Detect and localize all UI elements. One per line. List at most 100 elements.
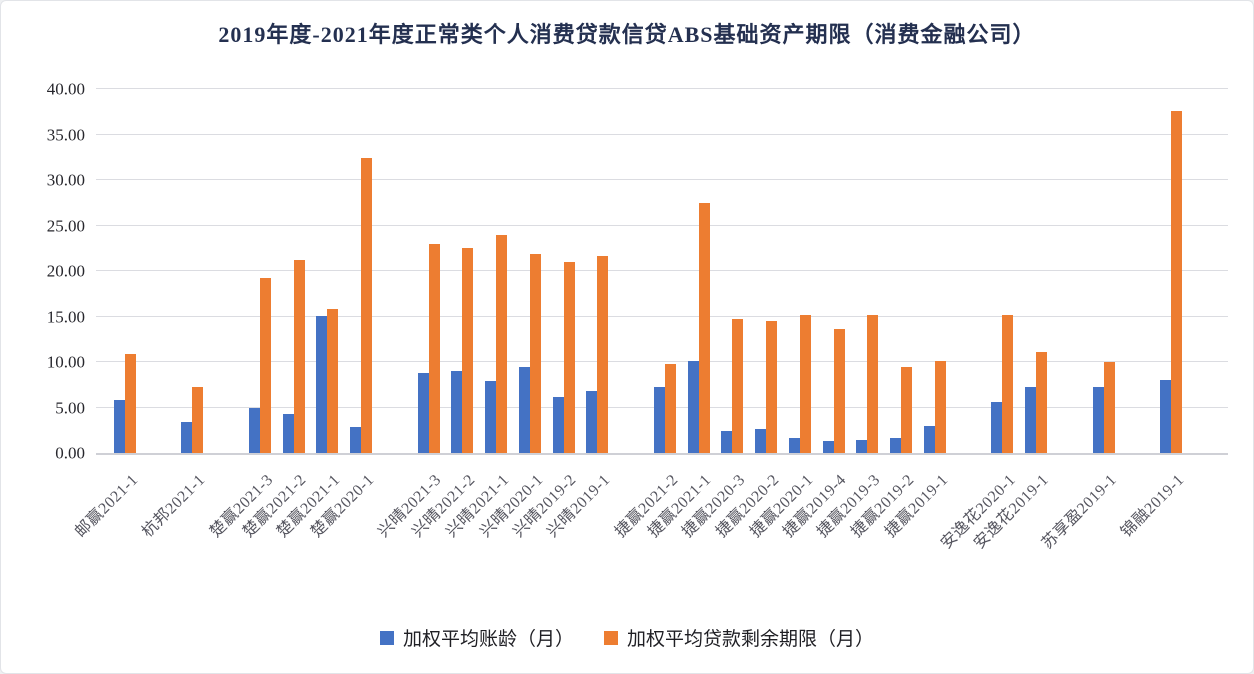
category-gap-slot xyxy=(614,89,648,453)
category-slot: 捷赢2019-2 xyxy=(848,89,918,541)
category-slot: 楚赢2020-1 xyxy=(308,89,378,541)
category-slot: 捷赢2019-3 xyxy=(814,89,885,541)
category-slot: 楚赢2021-1 xyxy=(274,89,345,541)
category-slot: 锦融2019-1 xyxy=(1118,89,1188,541)
x-axis-label: 杭邦2021-1 xyxy=(139,471,209,541)
y-axis-tick-label: 5.00 xyxy=(55,398,85,417)
bar-weighted-avg-age xyxy=(417,372,429,453)
legend-swatch-remaining-term-icon xyxy=(604,630,618,645)
bar-weighted-avg-age xyxy=(1092,386,1104,453)
bar-weighted-avg-age xyxy=(350,426,362,453)
bar-weighted-avg-age xyxy=(923,425,935,453)
bar-weighted-avg-remaining-term xyxy=(361,158,373,453)
bar-weighted-avg-age xyxy=(1160,380,1172,453)
bar-weighted-avg-age xyxy=(653,386,665,453)
bar-weighted-avg-remaining-term xyxy=(192,386,204,453)
category-slot: 兴晴2019-2 xyxy=(510,89,581,541)
y-axis: 0.00 5.00 10.00 15.00 20.00 25.00 30.00 35.00 40… xyxy=(19,81,85,462)
y-axis-tick-label: 10.00 xyxy=(46,352,85,372)
y-axis-tick-label: 15.00 xyxy=(46,307,85,326)
bar-weighted-avg-age xyxy=(485,381,497,453)
bar-weighted-avg-age xyxy=(282,413,294,453)
y-axis-tick-label: 35.00 xyxy=(46,125,85,144)
bar-weighted-avg-age xyxy=(755,429,767,453)
bar-weighted-avg-age xyxy=(181,422,193,453)
bar-weighted-avg-remaining-term xyxy=(934,361,946,453)
legend-label-remaining-term: 加权平均贷款剩余期限（月） xyxy=(627,629,875,650)
category-slot: 兴晴2020-1 xyxy=(477,89,547,541)
gridline xyxy=(96,315,1228,317)
category-slot: 捷赢2019-1 xyxy=(882,89,952,541)
bar-weighted-avg-remaining-term xyxy=(766,321,778,453)
bar-weighted-avg-remaining-term xyxy=(1171,110,1183,453)
category-gap-slot xyxy=(1121,89,1155,453)
gridline xyxy=(96,133,1228,135)
y-axis-tick-label: 40.00 xyxy=(46,79,85,99)
x-axis-label: 邮赢2021-1 xyxy=(71,471,142,541)
gridline xyxy=(96,88,1228,89)
bar-weighted-avg-remaining-term xyxy=(462,248,474,453)
legend-item-age: 加权平均账龄（月） xyxy=(379,624,574,651)
bar-weighted-avg-age xyxy=(890,438,902,453)
bar-weighted-avg-remaining-term xyxy=(867,314,879,453)
category-slot: 安逸花2020-1 xyxy=(937,89,1020,552)
legend-item-remaining-term: 加权平均贷款剩余期限（月） xyxy=(604,624,874,651)
legend-swatch-age-icon xyxy=(379,630,394,645)
y-axis-tick-label: 30.00 xyxy=(46,170,85,190)
bar-weighted-avg-remaining-term xyxy=(1103,362,1115,453)
bar-weighted-avg-age xyxy=(687,361,699,453)
category-slot: 兴晴2021-2 xyxy=(409,89,480,541)
gridline xyxy=(96,361,1228,362)
chart-title: 2019年度-2021年度正常类个人消费贷款信贷ABS基础资产期限（消费金融公司… xyxy=(218,22,1036,47)
bar-weighted-avg-age xyxy=(113,400,125,453)
plot-area: 邮赢2021-1 杭邦2021-1 楚赢2021-3 楚赢2021-2 楚赢2021-1… xyxy=(72,88,1228,552)
category-slot: 捷赢2019-4 xyxy=(780,89,851,541)
bar-weighted-avg-remaining-term xyxy=(799,314,811,453)
category-slot: 杭邦2021-1 xyxy=(139,89,210,541)
category-slot: 苏享盈2019-1 xyxy=(1039,89,1121,552)
bar-weighted-avg-age xyxy=(316,315,328,453)
category-gap-slot xyxy=(952,89,986,453)
bar-weighted-avg-remaining-term xyxy=(1002,314,1014,453)
category-slot: 安逸花2019-1 xyxy=(971,89,1053,552)
bar-weighted-avg-remaining-term xyxy=(732,319,744,453)
legend-label-age: 加权平均账龄（月） xyxy=(402,629,574,650)
bar-weighted-avg-age xyxy=(586,391,598,453)
bar-weighted-avg-age xyxy=(856,440,868,453)
category-slot: 捷赢2020-1 xyxy=(747,89,817,541)
category-slot: 捷赢2021-2 xyxy=(612,89,682,541)
legend: 加权平均账龄（月） 加权平均贷款剩余期限（月） xyxy=(1,624,1253,651)
bar-weighted-avg-age xyxy=(721,431,733,453)
category-slot: 兴晴2021-1 xyxy=(443,89,513,541)
category-gap-slot xyxy=(378,89,412,453)
bar-weighted-avg-age xyxy=(552,396,564,453)
y-axis-tick-label: 20.00 xyxy=(46,261,85,281)
x-axis-label: 锦融2019-1 xyxy=(1117,471,1188,541)
bar-weighted-avg-age xyxy=(248,407,260,453)
bar-weighted-avg-remaining-term xyxy=(597,255,609,453)
bar-weighted-avg-remaining-term xyxy=(529,253,541,453)
y-axis-tick-label: 25.00 xyxy=(46,216,85,235)
bar-weighted-avg-age xyxy=(1025,386,1037,453)
gridline xyxy=(96,179,1228,180)
category-gap-slot xyxy=(1053,89,1087,453)
category-gap-slot xyxy=(209,89,243,453)
bar-weighted-avg-remaining-term xyxy=(664,363,676,453)
bar-weighted-avg-remaining-term xyxy=(259,278,271,453)
bars-row: 邮赢2021-1 杭邦2021-1 楚赢2021-3 楚赢2021-2 楚赢2021-1… xyxy=(72,89,1228,552)
category-slot: 捷赢2021-1 xyxy=(645,89,716,541)
bar-weighted-avg-age xyxy=(788,437,800,453)
bar-weighted-avg-age xyxy=(822,441,834,453)
category-slot: 捷赢2020-2 xyxy=(713,89,783,541)
bar-weighted-avg-remaining-term xyxy=(293,260,305,453)
category-slot: 邮赢2021-1 xyxy=(72,89,142,541)
bar-weighted-avg-remaining-term xyxy=(833,329,845,453)
bar-weighted-avg-age xyxy=(451,371,463,453)
category-slot: 楚赢2021-2 xyxy=(240,89,311,541)
category-slot: 兴晴2019-1 xyxy=(544,89,615,541)
category-gap-slot xyxy=(142,89,176,453)
bar-weighted-avg-remaining-term xyxy=(496,234,508,453)
bar-weighted-avg-remaining-term xyxy=(901,366,913,453)
gridline xyxy=(96,270,1228,271)
